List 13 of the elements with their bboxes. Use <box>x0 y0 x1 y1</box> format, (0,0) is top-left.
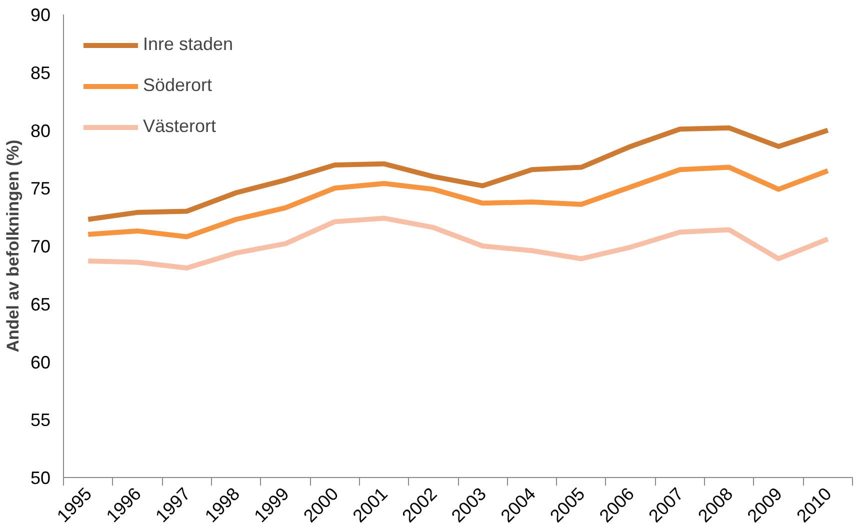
legend-label: Västerort <box>143 116 216 137</box>
y-tick-label: 90 <box>30 5 51 25</box>
y-axis-title: Andel av befolkningen (%) <box>3 140 22 352</box>
y-tick-label: 65 <box>30 294 51 314</box>
y-tick-label: 80 <box>30 120 51 141</box>
y-tick-label: 55 <box>30 410 51 430</box>
y-tick-label: 70 <box>30 236 51 256</box>
y-tick-label: 85 <box>30 62 51 83</box>
y-tick-label: 75 <box>30 178 51 199</box>
legend-label: Inre staden <box>143 34 234 55</box>
legend-label: Söderort <box>143 75 212 96</box>
y-tick-label: 50 <box>30 468 51 488</box>
y-tick-label: 60 <box>30 352 51 372</box>
